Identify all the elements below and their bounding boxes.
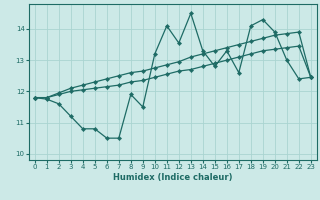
X-axis label: Humidex (Indice chaleur): Humidex (Indice chaleur) <box>113 173 233 182</box>
